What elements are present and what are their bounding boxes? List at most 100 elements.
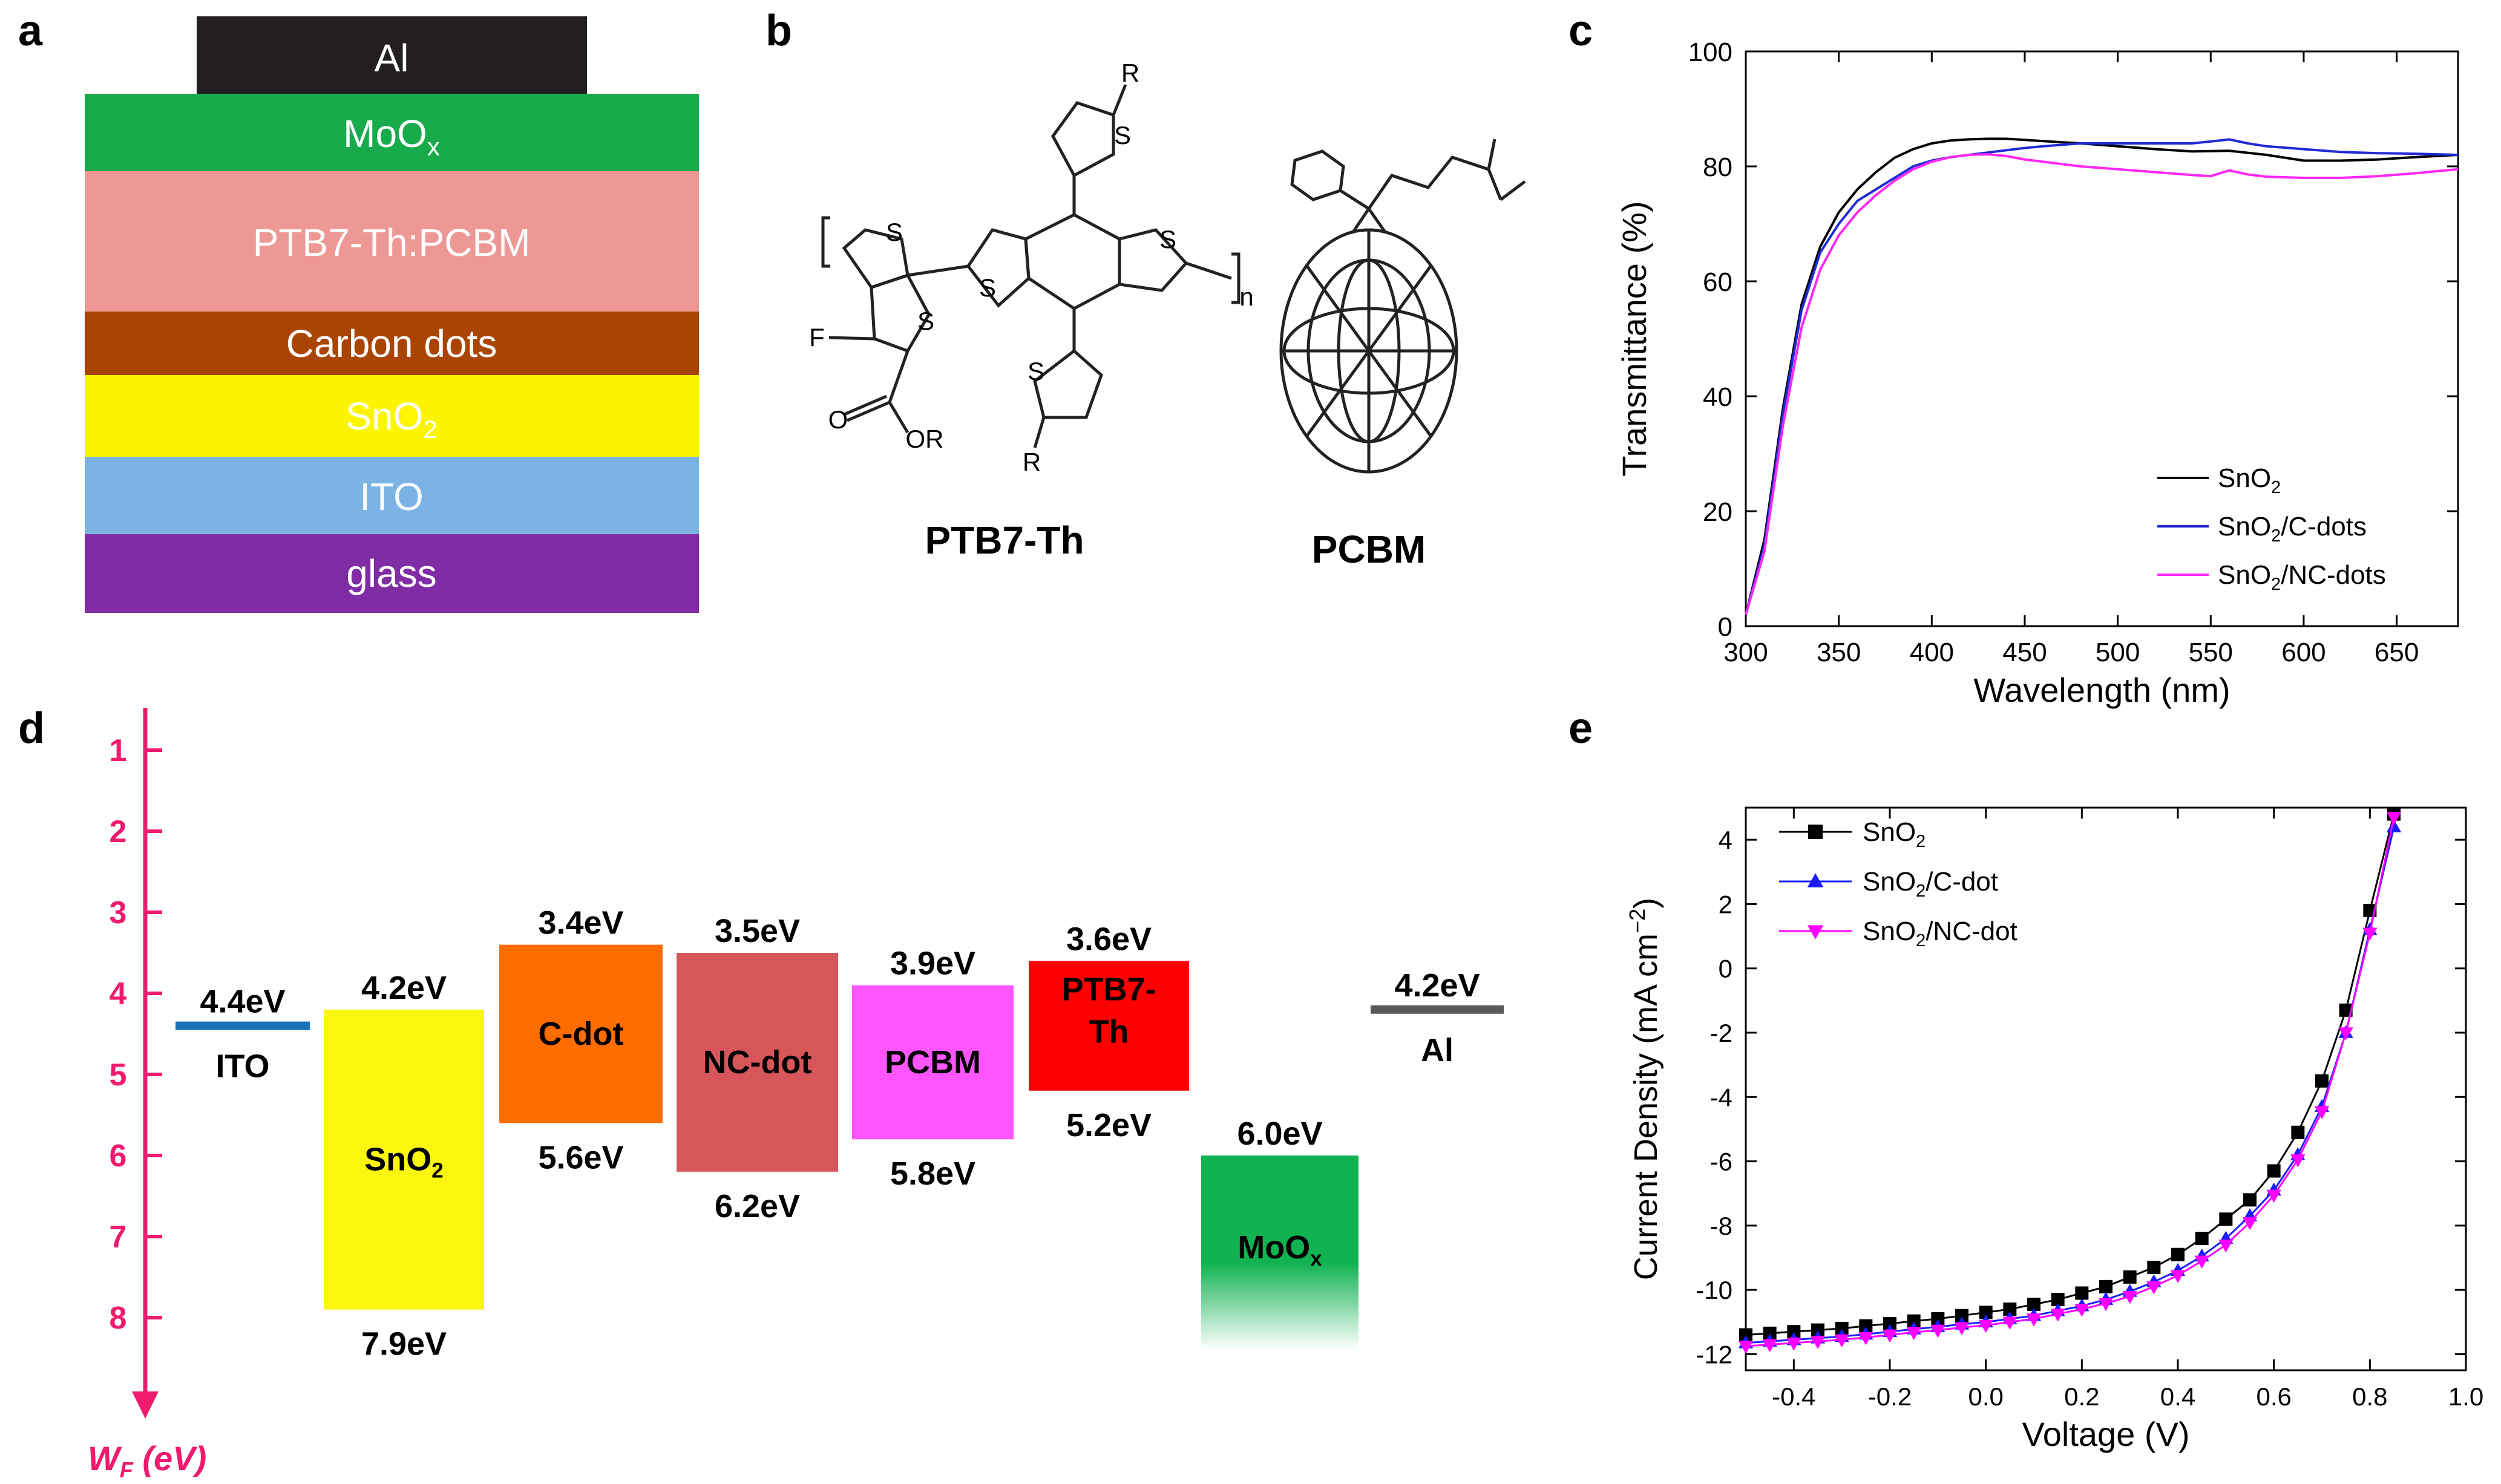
- layer-sno2: [85, 375, 699, 457]
- energy-axis-arrow: [132, 1391, 159, 1419]
- series-line-0: [1745, 814, 2395, 1336]
- pcbm-phenyl: [1290, 149, 1345, 201]
- x-tick-label: 450: [2002, 638, 2047, 667]
- level-moox-name-main: MoO: [1237, 1229, 1310, 1266]
- ptb7-tt-ring-top: [842, 228, 910, 289]
- atom-s-4: S: [1159, 225, 1176, 253]
- level-sno2-name-sub: 2: [431, 1159, 443, 1183]
- data-point-0: [2267, 1164, 2281, 1178]
- y-axis-label-sup: −2: [1625, 909, 1650, 933]
- level-moox-box: [1201, 1155, 1359, 1350]
- y-tick-label: 60: [1703, 267, 1732, 297]
- energy-tick-label: 2: [110, 814, 127, 849]
- layer-active: [85, 171, 699, 312]
- layer-glass-label: glass: [346, 552, 436, 595]
- pcbm-cage-line-4: [1305, 265, 1432, 437]
- legend-label-1-main: SnO: [1863, 867, 1916, 897]
- atom-or: OR: [906, 425, 944, 453]
- level-sno2-name-main: SnO: [364, 1142, 431, 1178]
- level-ptb7-th-name-line1: PTB7-: [1061, 971, 1156, 1007]
- data-point-2: [1930, 1324, 1945, 1338]
- legend-marker-1: [1807, 873, 1824, 887]
- y-tick-label: -12: [1696, 1340, 1732, 1368]
- data-point-2: [2194, 1255, 2209, 1269]
- level-ptb7-th-bottom-value: 5.2eV: [1066, 1107, 1152, 1143]
- x-tick-label: 300: [1723, 638, 1768, 667]
- panel-label-e: e: [1568, 704, 1593, 753]
- level-c-dot-name: C-dot: [539, 1016, 624, 1052]
- y-tick-label: 20: [1703, 497, 1732, 527]
- panel-label-b: b: [765, 7, 792, 55]
- ptb7-bond-co2: [844, 394, 887, 416]
- chart-jv: -0.4 -0.2 0.0 0.2 0.4 0.6 0.8 1.0 -12 -10 -8 -6 -4 -2…: [1625, 806, 2483, 1453]
- level-c-dot-bottom-value: 5.6eV: [538, 1139, 623, 1175]
- y-axis-label: Current Density (mA cm−2): [1625, 898, 1664, 1280]
- pcbm-carbonyl: [1487, 139, 1496, 170]
- data-point-2: [2218, 1239, 2234, 1253]
- legend-label-1: SnO2/C-dot: [1863, 867, 1998, 901]
- level-ito-name: ITO: [215, 1048, 269, 1085]
- level-al-name: Al: [1421, 1032, 1454, 1068]
- data-point-2: [2290, 1154, 2306, 1168]
- atom-f: F: [809, 323, 825, 351]
- plot-frame: [1745, 50, 2459, 627]
- level-ptb7-th-name-line2: Th: [1089, 1013, 1129, 1050]
- legend-label-2: SnO2/NC-dots: [2218, 560, 2386, 594]
- data-point-0: [2099, 1280, 2113, 1293]
- energy-axis-label: WF (eV): [88, 1439, 206, 1482]
- layer-sno2-label: SnO2: [346, 394, 437, 443]
- level-moox-name: MoOx: [1237, 1229, 1322, 1270]
- data-point-2: [2026, 1313, 2042, 1327]
- ptb7-bracket-left: [821, 216, 830, 268]
- y-tick-label: 0: [1719, 955, 1732, 983]
- ptb7-bond-r-top: [1112, 84, 1127, 116]
- layer-carbon-dots: [85, 312, 699, 375]
- energy-axis-label-main: W: [88, 1439, 122, 1477]
- legend-label-2-sub: 2: [1916, 931, 1926, 950]
- ptb7-atom-labels: S S S S S S F O OR R R n: [809, 59, 1254, 476]
- data-point-2: [2362, 927, 2378, 941]
- legend-label-0-sub: 2: [1916, 832, 1926, 851]
- energy-axis-label-tail: (eV): [133, 1439, 206, 1477]
- data-point-0: [1739, 1328, 1752, 1342]
- data-point-2: [2266, 1189, 2281, 1203]
- data-point-0: [1931, 1312, 1945, 1325]
- level-nc-dot-top-value: 3.5eV: [715, 913, 800, 949]
- x-tick-label: 0.8: [2352, 1382, 2387, 1411]
- x-tick-label: 0.0: [1968, 1382, 2003, 1411]
- level-sno2-top-value: 4.2eV: [361, 970, 447, 1006]
- data-point-2: [1738, 1341, 1754, 1354]
- pcbm-phenyl-bond: [1339, 189, 1370, 211]
- y-tick-label: -10: [1696, 1276, 1732, 1304]
- x-tick-label: 600: [2281, 638, 2326, 667]
- layer-al-label: Al: [375, 36, 409, 80]
- x-tick-label: 0.6: [2256, 1382, 2291, 1411]
- ptb7-bdt-left-ring: [966, 228, 1031, 308]
- series-line-1: [1745, 138, 2459, 615]
- level-moox-name-sub: x: [1310, 1247, 1322, 1270]
- pcbm-label: PCBM: [1312, 528, 1426, 571]
- data-point-0: [1907, 1314, 1921, 1328]
- legend-label-1: SnO2/C-dots: [2218, 512, 2367, 546]
- legend-label-0: SnO2: [1863, 817, 1926, 851]
- atom-o: O: [828, 405, 848, 434]
- legend-label-1-tail: /C-dots: [2281, 512, 2367, 541]
- ptb7-thiophene-top: [1051, 101, 1115, 178]
- x-axis-label: Wavelength (nm): [1973, 671, 2230, 709]
- level-c-dot-box: [499, 944, 663, 1123]
- x-tick-label: 650: [2375, 638, 2419, 667]
- y-tick-label: 80: [1703, 152, 1732, 182]
- ptb7-bracket-right: [1231, 252, 1241, 304]
- level-ito-value: 4.4eV: [200, 984, 285, 1020]
- legend-label-2-sub: 2: [2271, 575, 2281, 594]
- layer-ito: [85, 457, 699, 534]
- layer-moox-main: MoO: [343, 112, 427, 155]
- legend-label-0-main: SnO: [1863, 817, 1916, 847]
- legend-label-1-main: SnO: [2218, 512, 2271, 541]
- ptb7-bond-f: [828, 336, 875, 341]
- energy-tick-label: 3: [110, 895, 127, 930]
- layer-active-label: PTB7-Th:PCBM: [253, 221, 531, 264]
- data-point-2: [2122, 1290, 2137, 1304]
- data-point-0: [1787, 1325, 1801, 1339]
